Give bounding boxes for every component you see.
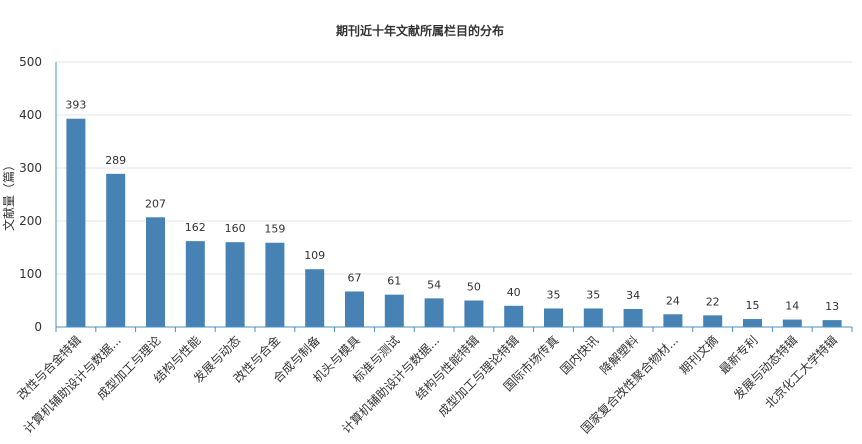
bar-value-label: 24	[666, 294, 680, 307]
value-labels: 393 289 207 162 160 159 109 67 61 54 50 40 35 35 34 24 2…	[65, 99, 839, 313]
bar	[185, 241, 205, 327]
axes: 0100200300400500改性与合金特辑计算机辅助设计与数据...成型加工…	[14, 55, 853, 436]
y-tick-label: 500	[19, 55, 42, 69]
y-tick-label: 100	[19, 267, 42, 281]
bar	[504, 305, 524, 327]
bar-value-label: 15	[746, 299, 760, 312]
bar-value-label: 109	[304, 249, 325, 262]
bar-value-label: 35	[547, 288, 561, 301]
bar	[424, 298, 444, 327]
bar	[663, 314, 683, 327]
bar-value-label: 35	[586, 288, 600, 301]
y-tick-label: 0	[34, 320, 42, 334]
bar	[782, 319, 802, 327]
bar-value-label: 54	[427, 278, 441, 291]
y-tick-label: 300	[19, 161, 42, 175]
bar	[265, 242, 285, 327]
bar	[464, 300, 484, 327]
bar	[743, 319, 762, 327]
x-tick-label: 国内快讯	[558, 333, 602, 377]
bar-value-label: 160	[225, 222, 246, 235]
bar-value-label: 162	[185, 221, 206, 234]
bar-value-label: 40	[507, 286, 521, 299]
bar	[703, 315, 723, 327]
y-tick-label: 200	[19, 214, 42, 228]
bar-value-label: 159	[264, 223, 285, 236]
bar	[66, 118, 86, 328]
x-tick-label: 期刊文摘	[676, 333, 721, 378]
bar-value-label: 393	[65, 99, 86, 112]
bar	[345, 291, 364, 327]
bar-value-label: 207	[145, 197, 166, 210]
bar	[106, 173, 126, 327]
bar-value-label: 50	[467, 281, 481, 294]
bar	[384, 294, 404, 327]
grid-lines	[56, 61, 852, 275]
bar-value-label: 289	[105, 154, 126, 167]
bar	[305, 269, 325, 327]
bar-value-label: 22	[706, 295, 720, 308]
bar-value-label: 34	[626, 289, 640, 302]
y-axis-label: 文献量（篇）	[1, 159, 16, 231]
bar	[225, 242, 245, 327]
bar-value-label: 67	[348, 271, 362, 284]
chart-title: 期刊近十年文献所属栏目的分布	[336, 23, 504, 38]
bar	[544, 308, 563, 327]
bar-value-label: 13	[825, 300, 839, 313]
x-tick-label: 北京化工大学特辑	[762, 333, 840, 411]
bar-value-label: 61	[387, 275, 401, 288]
y-tick-label: 400	[19, 108, 42, 122]
bar-value-label: 14	[785, 300, 799, 313]
bar	[583, 308, 603, 327]
bars	[66, 118, 842, 328]
bar	[146, 217, 165, 327]
bar	[822, 320, 842, 327]
bar	[623, 308, 643, 327]
